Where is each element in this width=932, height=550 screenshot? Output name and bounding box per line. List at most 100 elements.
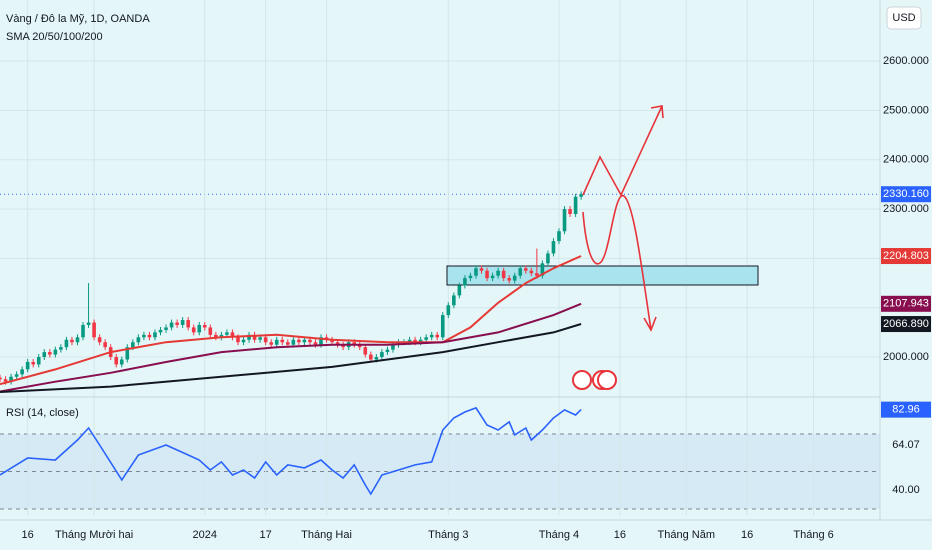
arrow-up [582,105,663,197]
x-tick-label: Tháng 6 [793,529,833,541]
candle-body [64,339,69,348]
candle-body [14,374,19,377]
x-tick-label: 16 [22,529,34,541]
candle-body [219,334,224,338]
zone-drawing [446,265,759,286]
candle-body [25,361,30,370]
candle-body [186,320,190,328]
y-tick-label: 2600.000 [883,55,929,67]
candle-body [0,377,2,380]
price-badge-label: 82.96 [892,404,920,416]
candle-body [180,320,185,325]
candle-body [86,322,91,325]
candle-body [153,332,157,338]
y-tick-label: 2400.000 [883,154,929,166]
x-tick-label: 16 [614,529,626,541]
rsi-legend: RSI (14, close) [6,407,79,419]
price-badge [881,401,931,418]
candle-body [429,334,434,338]
candle-body [413,339,417,343]
candle-body [92,322,96,338]
candle-body [225,332,229,335]
candle-body [496,270,500,276]
candle-body [341,344,345,348]
sma-line [0,323,582,393]
currency-button[interactable] [886,6,922,30]
candle-body [407,339,412,343]
candle-body [114,357,119,365]
candle-body [202,324,207,328]
candle-body [313,342,318,345]
candle-body [214,334,218,338]
candle-body [440,315,445,338]
candle-body [319,337,323,345]
candle-body [479,268,484,271]
price-badge-label: 2330.160 [883,188,929,200]
candle-body [446,305,451,316]
candle-body [546,253,550,264]
candle-body [164,327,168,330]
candle-body [452,295,456,306]
x-tick-label: 2024 [193,529,217,541]
candle-body [540,263,545,276]
candle-body [125,347,130,360]
candle-body [474,268,478,276]
candle-body [579,194,583,197]
x-tick-label: Tháng Mười hai [55,529,133,541]
candle-body [20,369,24,375]
candle-body [247,334,251,340]
candle-body [97,337,102,343]
symbol-title: Vàng / Đô la Mỹ, 1D, OANDA [6,13,150,25]
candle-body [42,352,47,358]
sma-line [0,302,582,393]
candle-body [418,339,423,343]
candle-body [523,268,528,271]
candle-body [285,342,290,345]
candle-body [512,275,517,281]
arrow-head [650,105,664,119]
candle-body [197,324,202,333]
x-tick-label: Tháng 4 [539,529,579,541]
candle-body [75,337,80,343]
y-tick-label: 2300.000 [883,203,929,215]
candle-body [308,339,312,343]
forecast-drawing [582,105,664,332]
price-badge [881,316,931,333]
price-badge [881,295,931,312]
candle-body [424,337,428,340]
candle-body [463,278,467,286]
grid-layer [0,0,880,515]
y-tick-label: 2500.000 [883,104,929,116]
x-tick-label: 16 [741,529,753,541]
candle-body [136,337,141,343]
candle-body [363,347,368,355]
candle-body [357,344,362,348]
candle-body [48,352,52,355]
candle-body [302,339,307,343]
candle-body [535,273,539,276]
indicator-legend: SMA 20/50/100/200 [6,31,103,43]
candle-body [142,334,146,338]
candle-body [147,334,152,338]
candle-body [230,332,235,338]
candle-body [131,342,135,348]
y-tick-label: 40.00 [892,484,920,496]
currency[interactable]: USD [892,12,915,24]
candle-body [369,354,373,360]
candle-body [59,347,63,350]
candle-body [241,339,246,343]
price-badge [881,186,931,203]
x-tick-label: Tháng 3 [428,529,468,541]
candle-body [297,339,301,343]
price-badge [881,248,931,265]
candle-body [208,327,213,335]
price-badge-label: 2107.943 [883,298,929,310]
arrow-head [643,316,657,332]
flag-icon [572,370,592,390]
candle-body [335,342,340,345]
candle-body [103,342,107,348]
candle-body [236,337,240,343]
price-badge-label: 2066.890 [883,318,929,330]
candle-body [158,329,163,333]
